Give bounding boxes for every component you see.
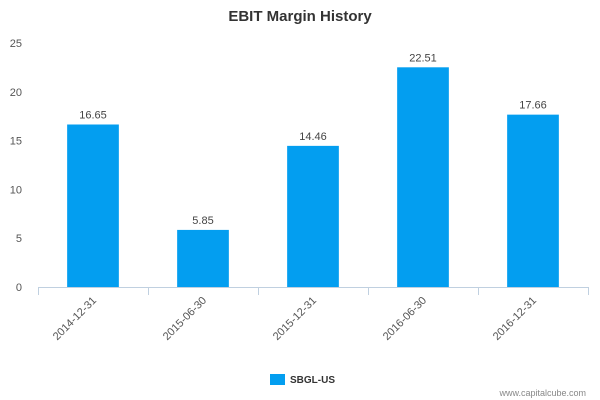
legend-swatch[interactable] [270, 374, 285, 385]
bar[interactable] [177, 229, 229, 287]
y-axis-ticks: 0 5 10 15 20 25 [10, 38, 22, 294]
credit-text[interactable]: www.capitalcube.com [498, 388, 586, 398]
data-label: 5.85 [192, 215, 213, 227]
bar[interactable] [287, 145, 339, 287]
legend-label[interactable]: SBGL-US [290, 375, 335, 386]
bar[interactable] [397, 67, 449, 287]
bar[interactable] [67, 124, 119, 287]
y-tick-label: 0 [16, 282, 22, 294]
data-label: 22.51 [409, 52, 437, 64]
y-tick-label: 5 [16, 233, 22, 245]
bar[interactable] [507, 114, 559, 287]
data-label: 14.46 [299, 131, 327, 143]
bars [67, 67, 559, 287]
data-label: 17.66 [519, 100, 547, 112]
chart-title: EBIT Margin History [228, 8, 372, 25]
x-tick-label: 2015-06-30 [161, 295, 209, 343]
data-labels: 16.65 5.85 14.46 22.51 17.66 [79, 52, 547, 227]
x-tick-label: 2015-12-31 [271, 295, 319, 343]
y-tick-label: 20 [10, 87, 22, 99]
data-label: 16.65 [79, 109, 107, 121]
y-tick-label: 15 [10, 136, 22, 148]
legend[interactable]: SBGL-US [270, 374, 335, 386]
x-tick-label: 2016-06-30 [381, 295, 429, 343]
y-tick-label: 25 [10, 38, 22, 50]
x-tick-label: 2016-12-31 [491, 295, 539, 343]
y-tick-label: 10 [10, 184, 22, 196]
x-tick-label: 2014-12-31 [51, 295, 99, 343]
x-axis-ticks: 2014-12-31 2015-06-30 2015-12-31 2016-06-30… [38, 287, 589, 343]
